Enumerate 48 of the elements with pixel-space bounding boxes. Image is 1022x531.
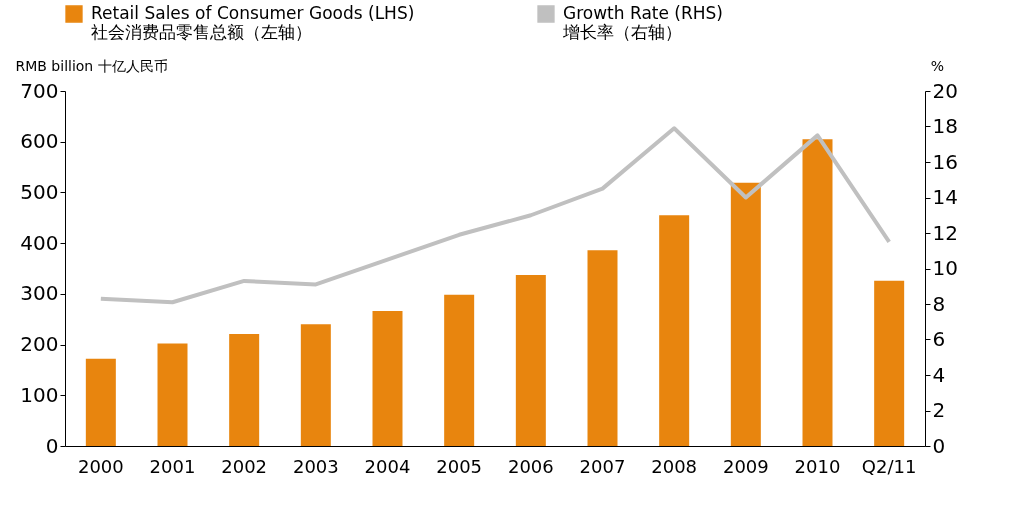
x-tick-label: 2008 [651, 455, 698, 477]
x-tick-label: 2005 [436, 455, 483, 477]
y2-axis-title: % [930, 57, 945, 74]
bar [372, 311, 403, 446]
y2-tick-label: 18 [932, 114, 958, 138]
y2-tick-label: 6 [932, 327, 946, 351]
x-tick-label: 2002 [221, 455, 268, 477]
y2-tick-label: 20 [932, 78, 958, 103]
y2-tick-label: 2 [932, 398, 946, 422]
x-tick-label: 2000 [77, 455, 124, 477]
y2-tick-label: 10 [932, 256, 958, 280]
x-tick-label: Q2/11 [861, 455, 917, 477]
x-tick-label: 2010 [794, 455, 841, 477]
x-tick-label: 2009 [722, 455, 769, 477]
y-axis-title: RMB billion 十亿人民币 [15, 57, 168, 74]
bar [874, 280, 905, 446]
y2-tick-label: 4 [932, 362, 946, 387]
x-tick-label: 2001 [149, 455, 196, 477]
bar [444, 294, 475, 446]
bar [85, 358, 116, 446]
y-tick-label: 0 [45, 433, 59, 458]
y-tick-label: 700 [20, 78, 59, 103]
y2-tick-label: 14 [932, 185, 958, 209]
y-tick-label: 400 [20, 230, 59, 255]
x-tick-label: 2006 [507, 455, 554, 477]
x-tick-label: 2007 [579, 455, 626, 477]
y2-tick-label: 16 [932, 149, 958, 174]
legend-label: Growth Rate (RHS) 增长率（右轴） [562, 3, 723, 42]
legend-label: Retail Sales of Consumer Goods (LHS) 社会消费品零售总额（左轴） [91, 3, 415, 42]
y-tick-label: 300 [20, 281, 59, 306]
y-tick-label: 600 [20, 129, 59, 154]
y2-tick-label: 12 [932, 220, 958, 245]
y-tick-label: 100 [20, 382, 59, 407]
bar [659, 215, 690, 446]
bar [515, 275, 546, 446]
x-tick-label: 2003 [292, 455, 339, 477]
bar [587, 250, 618, 446]
bar [300, 324, 331, 446]
y2-tick-label: 0 [932, 433, 946, 458]
y-tick-label: 200 [20, 332, 59, 357]
y2-tick-label: 8 [932, 291, 946, 316]
line-series [98, 126, 892, 305]
y-tick-label: 500 [20, 179, 59, 204]
bar [229, 333, 260, 446]
bar [802, 139, 833, 446]
bar [730, 182, 761, 446]
bar [157, 343, 188, 446]
x-tick-label: 2004 [364, 455, 411, 477]
